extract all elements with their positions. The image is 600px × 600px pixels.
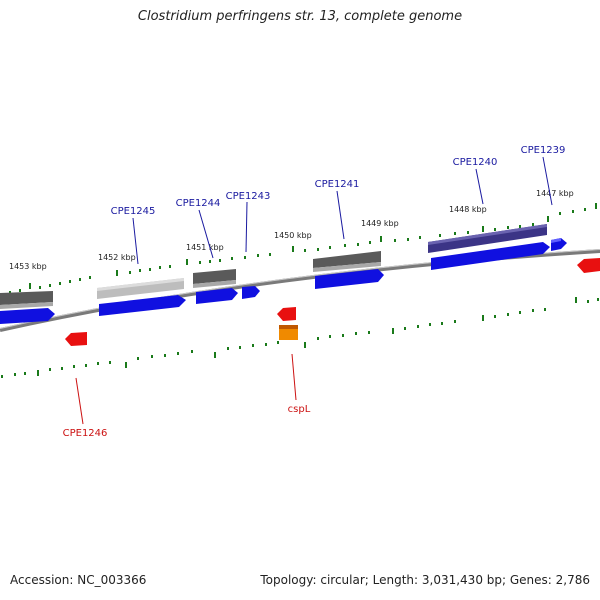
gene-label-cpe1245[interactable]: CPE1245 [111,206,156,217]
gene-bar-1246[interactable] [0,291,53,305]
kbp-label-1452: 1452 kbp [98,253,136,262]
gene-label-cpe1244[interactable]: CPE1244 [176,198,221,209]
gene-label-cpe1239[interactable]: CPE1239 [521,145,566,156]
label-leader-lines [75,156,553,425]
gene-bar-1244-shade [193,280,236,288]
kbp-label-1447: 1447 kbp [536,189,574,198]
gene-bar-1246-shade [0,302,53,309]
cds-arrow-1246-fwd[interactable] [0,308,55,324]
kbp-label-1449: 1449 kbp [361,219,399,228]
kbp-label-1453: 1453 kbp [9,262,47,271]
gene-bar-1241[interactable] [313,251,381,268]
genome-backbone-highlight [0,249,600,329]
gene-label-cpe1241[interactable]: CPE1241 [315,179,360,190]
genome-title: Clostridium perfringens str. 13, complet… [137,9,463,24]
cspl-orange-box-top [279,325,298,329]
kbp-label-1450: 1450 kbp [274,231,312,240]
cds-arrow-1240[interactable] [431,242,550,270]
cds-arrow-1239-shade [551,238,561,243]
cds-arrow-1245[interactable] [99,295,186,316]
gene-label-cpe1240[interactable]: CPE1240 [453,157,498,168]
gene-features [0,224,547,309]
cds-arrow-1241[interactable] [315,269,384,289]
topology-summary: Topology: circular; Length: 3,031,430 bp… [260,573,590,587]
gene-bar-1244[interactable] [193,269,236,284]
reverse-cds-track [65,258,600,346]
kbp-label-1448: 1448 kbp [449,205,487,214]
inner-tick-ring [1,297,599,378]
cds-arrow-cspl[interactable] [277,307,296,321]
forward-cds-track [0,238,567,324]
outer-tick-ring [0,203,597,296]
genome-backbone [0,249,600,332]
gene-label-cpe1246[interactable]: CPE1246 [63,428,108,439]
accession-text: Accession: NC_003366 [10,573,147,587]
cds-arrow-right-edge[interactable] [577,258,600,273]
gene-bar-1240-shade [428,224,547,245]
cds-arrow-1244[interactable] [196,288,238,304]
gene-bar-1241-shade [313,262,381,272]
cds-arrow-1246[interactable] [65,332,87,346]
cspl-feature[interactable] [279,325,298,340]
cds-arrow-1243[interactable] [242,286,260,299]
gene-label-cpe1243[interactable]: CPE1243 [226,191,271,202]
gene-label-cspl[interactable]: cspL [288,404,311,415]
kbp-label-1451: 1451 kbp [186,243,224,252]
gene-bar-1245-shade [97,278,184,291]
